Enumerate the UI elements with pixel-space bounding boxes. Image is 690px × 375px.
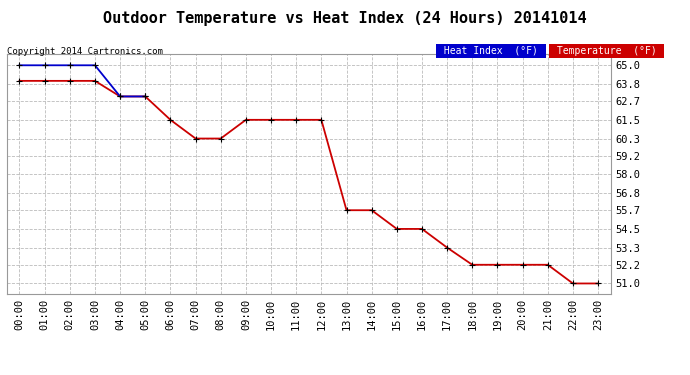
Text: Copyright 2014 Cartronics.com: Copyright 2014 Cartronics.com xyxy=(7,47,163,56)
Text: Heat Index  (°F): Heat Index (°F) xyxy=(438,46,544,56)
Text: Temperature  (°F): Temperature (°F) xyxy=(551,46,662,56)
Text: Outdoor Temperature vs Heat Index (24 Hours) 20141014: Outdoor Temperature vs Heat Index (24 Ho… xyxy=(104,11,586,26)
